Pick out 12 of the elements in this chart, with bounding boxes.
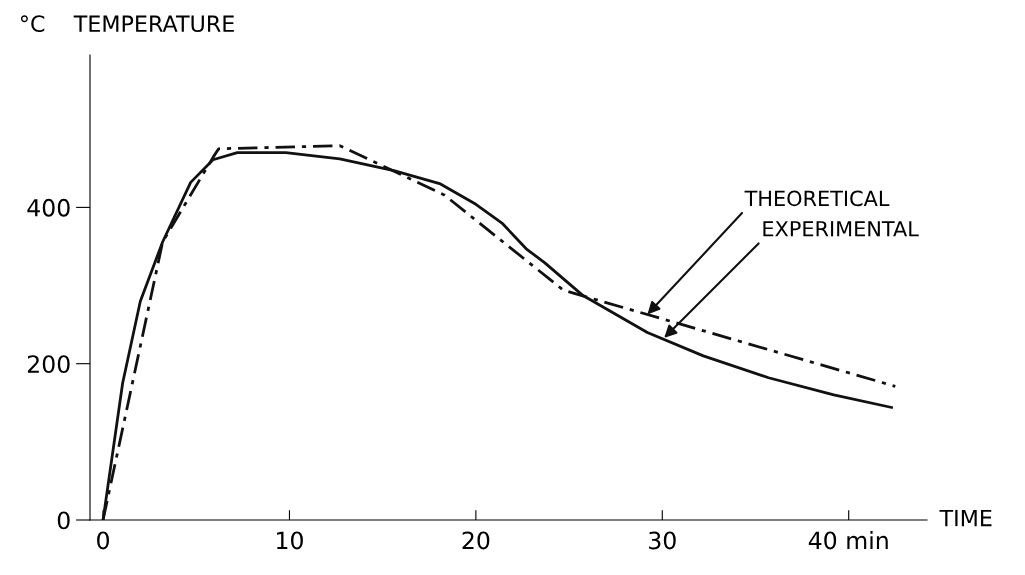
x-tick-label: 20: [462, 531, 490, 550]
y-axis-title: °C TEMPERATURE: [20, 15, 234, 33]
x-tick-label: 40 min: [808, 531, 888, 550]
x-tick-label: 10: [277, 531, 303, 550]
x-tick-label: 0: [97, 531, 109, 550]
y-tick-label: 200: [27, 355, 70, 373]
x-axis-title: TIME: [939, 509, 992, 527]
y-tick-label: 0: [57, 511, 70, 530]
annotation: THEORETICAL: [744, 190, 890, 207]
x-tick-label: 30: [649, 531, 676, 550]
annotation: EXPERIMENTAL: [763, 221, 919, 237]
y-tick-label: 400: [27, 198, 70, 217]
